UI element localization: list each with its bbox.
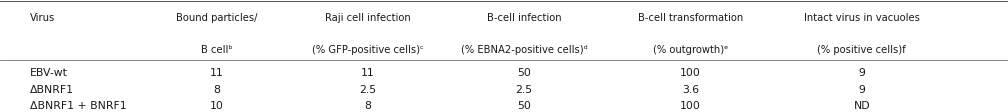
Text: 2.5: 2.5: [516, 85, 532, 95]
Text: ND: ND: [854, 101, 870, 111]
Text: 50: 50: [517, 68, 531, 78]
Text: 11: 11: [210, 68, 224, 78]
Text: (% positive cells)f: (% positive cells)f: [817, 45, 906, 55]
Text: 100: 100: [680, 68, 701, 78]
Text: 9: 9: [859, 68, 865, 78]
Text: Raji cell infection: Raji cell infection: [325, 13, 411, 23]
Text: (% GFP-positive cells)ᶜ: (% GFP-positive cells)ᶜ: [312, 45, 423, 55]
Text: 100: 100: [680, 101, 701, 111]
Text: EBV-wt: EBV-wt: [30, 68, 69, 78]
Text: ΔBNRF1: ΔBNRF1: [30, 85, 75, 95]
Text: 2.5: 2.5: [360, 85, 376, 95]
Text: Bound particles/: Bound particles/: [176, 13, 257, 23]
Text: B-cell transformation: B-cell transformation: [638, 13, 743, 23]
Text: ΔBNRF1 + BNRF1: ΔBNRF1 + BNRF1: [30, 101, 127, 111]
Text: 9: 9: [859, 85, 865, 95]
Text: Virus: Virus: [30, 13, 55, 23]
Text: 3.6: 3.6: [682, 85, 699, 95]
Text: (% EBNA2-positive cells)ᵈ: (% EBNA2-positive cells)ᵈ: [461, 45, 588, 55]
Text: 11: 11: [361, 68, 375, 78]
Text: 8: 8: [365, 101, 371, 111]
Text: B cellᵇ: B cellᵇ: [201, 45, 233, 55]
Text: 8: 8: [214, 85, 220, 95]
Text: (% outgrowth)ᵉ: (% outgrowth)ᵉ: [653, 45, 728, 55]
Text: B-cell infection: B-cell infection: [487, 13, 561, 23]
Text: 50: 50: [517, 101, 531, 111]
Text: Intact virus in vacuoles: Intact virus in vacuoles: [804, 13, 919, 23]
Text: 10: 10: [210, 101, 224, 111]
